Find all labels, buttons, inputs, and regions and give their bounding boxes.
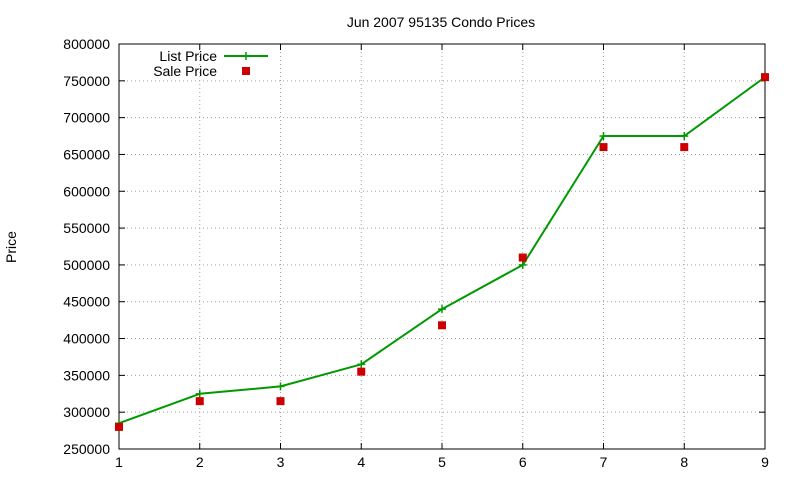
data-point-sale-price (357, 367, 366, 376)
y-tick-label: 650000 (63, 146, 110, 162)
data-point-list-price (599, 132, 608, 141)
x-tick-label: 1 (115, 454, 123, 470)
data-point-list-price (680, 132, 689, 141)
y-tick-label: 600000 (63, 183, 110, 199)
x-tick-label: 7 (600, 454, 608, 470)
data-point-sale-price (195, 397, 204, 406)
data-point-sale-price (599, 143, 608, 152)
y-tick-label: 800000 (63, 36, 110, 52)
data-point-sale-price (438, 321, 446, 330)
y-tick-label: 550000 (63, 220, 110, 236)
y-tick-label: 500000 (63, 257, 110, 273)
x-tick-label: 3 (277, 454, 285, 470)
data-point-sale-price (115, 422, 123, 431)
y-tick-label: 700000 (63, 110, 110, 126)
x-tick-label: 4 (357, 454, 365, 470)
legend-marker-sale-price (242, 67, 250, 75)
x-tick-label: 9 (761, 454, 769, 470)
legend-marker-list-price (242, 52, 250, 60)
data-point-list-price (195, 389, 204, 398)
legend: List Price Sale Price (153, 48, 268, 79)
data-point-list-price (276, 382, 285, 391)
data-point-list-price (438, 305, 446, 314)
data-point-sale-price (680, 143, 689, 152)
data-point-sale-price (518, 253, 527, 262)
data-series (115, 73, 769, 431)
y-tick-labels: 250000 300000 350000 400000 450000 500000 5500… (63, 36, 110, 457)
y-tick-label: 450000 (63, 294, 110, 310)
data-point-list-price (518, 260, 527, 269)
y-axis-label: Price (3, 231, 19, 263)
y-tick-label: 250000 (63, 441, 110, 457)
y-tick-label: 300000 (63, 404, 110, 420)
x-tick-label: 5 (438, 454, 446, 470)
legend-label-list-price: List Price (159, 48, 217, 64)
y-tick-label: 350000 (63, 367, 110, 383)
data-point-list-price (357, 360, 366, 369)
legend-label-sale-price: Sale Price (153, 63, 217, 79)
x-tick-label: 6 (519, 454, 527, 470)
data-point-sale-price (276, 397, 285, 406)
x-tick-label: 2 (196, 454, 204, 470)
data-point-sale-price (761, 73, 769, 82)
x-tick-label: 8 (680, 454, 688, 470)
x-tick-labels: 1 2 3 4 5 6 7 8 9 (115, 454, 769, 470)
chart-title: Jun 2007 95135 Condo Prices (347, 14, 535, 30)
y-tick-label: 400000 (63, 331, 110, 347)
y-tick-label: 750000 (63, 73, 110, 89)
